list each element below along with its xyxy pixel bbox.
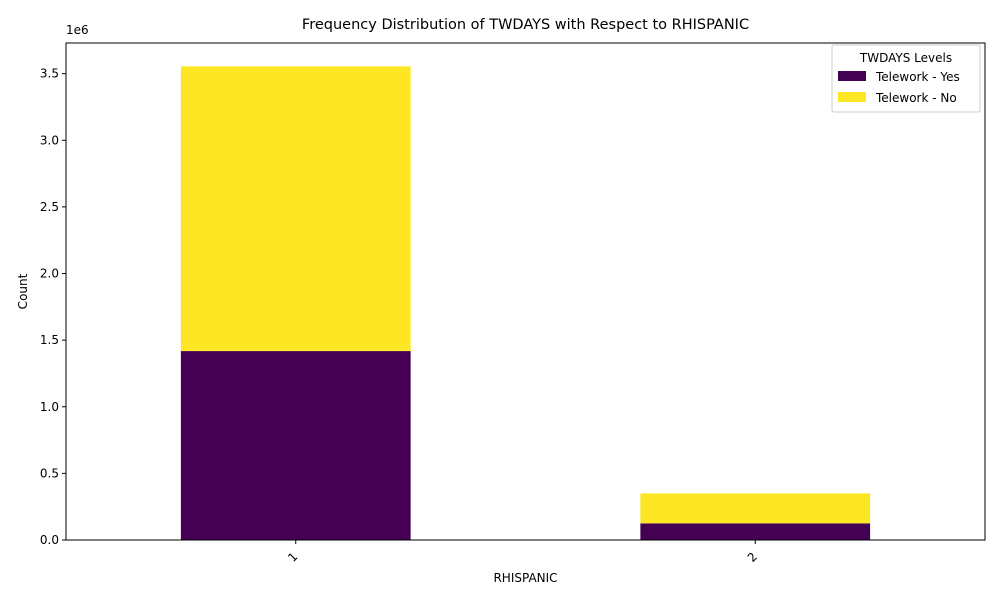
bar-telework-yes-cat-1 <box>180 351 411 540</box>
y-tick-label: 3.0 <box>40 133 59 147</box>
y-tick-label: 3.5 <box>40 67 59 81</box>
legend-label-telework-yes: Telework - Yes <box>875 70 960 84</box>
x-axis-label: RHISPANIC <box>493 571 557 585</box>
y-axis-ticks: 0.0 0.5 1.0 1.5 2.0 2.5 3.0 3.5 <box>40 67 66 547</box>
plot-frame <box>65 42 986 541</box>
y-tick-label: 2.5 <box>40 200 59 214</box>
legend-swatch-telework-no <box>838 92 866 102</box>
bar-telework-no-cat-2 <box>640 493 871 524</box>
chart-title: Frequency Distribution of TWDAYS with Re… <box>302 17 749 33</box>
y-tick-label: 1.0 <box>40 400 59 414</box>
legend-box <box>831 44 981 113</box>
y-tick-label: 2.0 <box>40 267 59 281</box>
legend-swatch-telework-yes <box>838 71 866 81</box>
bar-telework-yes-cat-2 <box>640 523 871 540</box>
y-tick-label: 0.5 <box>40 466 59 480</box>
y-axis-label: Count <box>16 273 30 309</box>
bars-group <box>180 66 871 540</box>
legend-title: TWDAYS Levels <box>859 51 952 65</box>
legend-label-telework-no: Telework - No <box>875 91 957 105</box>
bar-telework-no-cat-1 <box>180 66 411 352</box>
y-offset-label: 1e6 <box>66 23 89 37</box>
legend: TWDAYS Levels Telework - Yes Telework - … <box>831 44 981 113</box>
y-tick-label: 1.5 <box>40 333 59 347</box>
x-tick-label: 1 <box>285 550 300 565</box>
y-tick-label: 0.0 <box>40 533 59 547</box>
x-tick-label: 2 <box>745 550 760 565</box>
